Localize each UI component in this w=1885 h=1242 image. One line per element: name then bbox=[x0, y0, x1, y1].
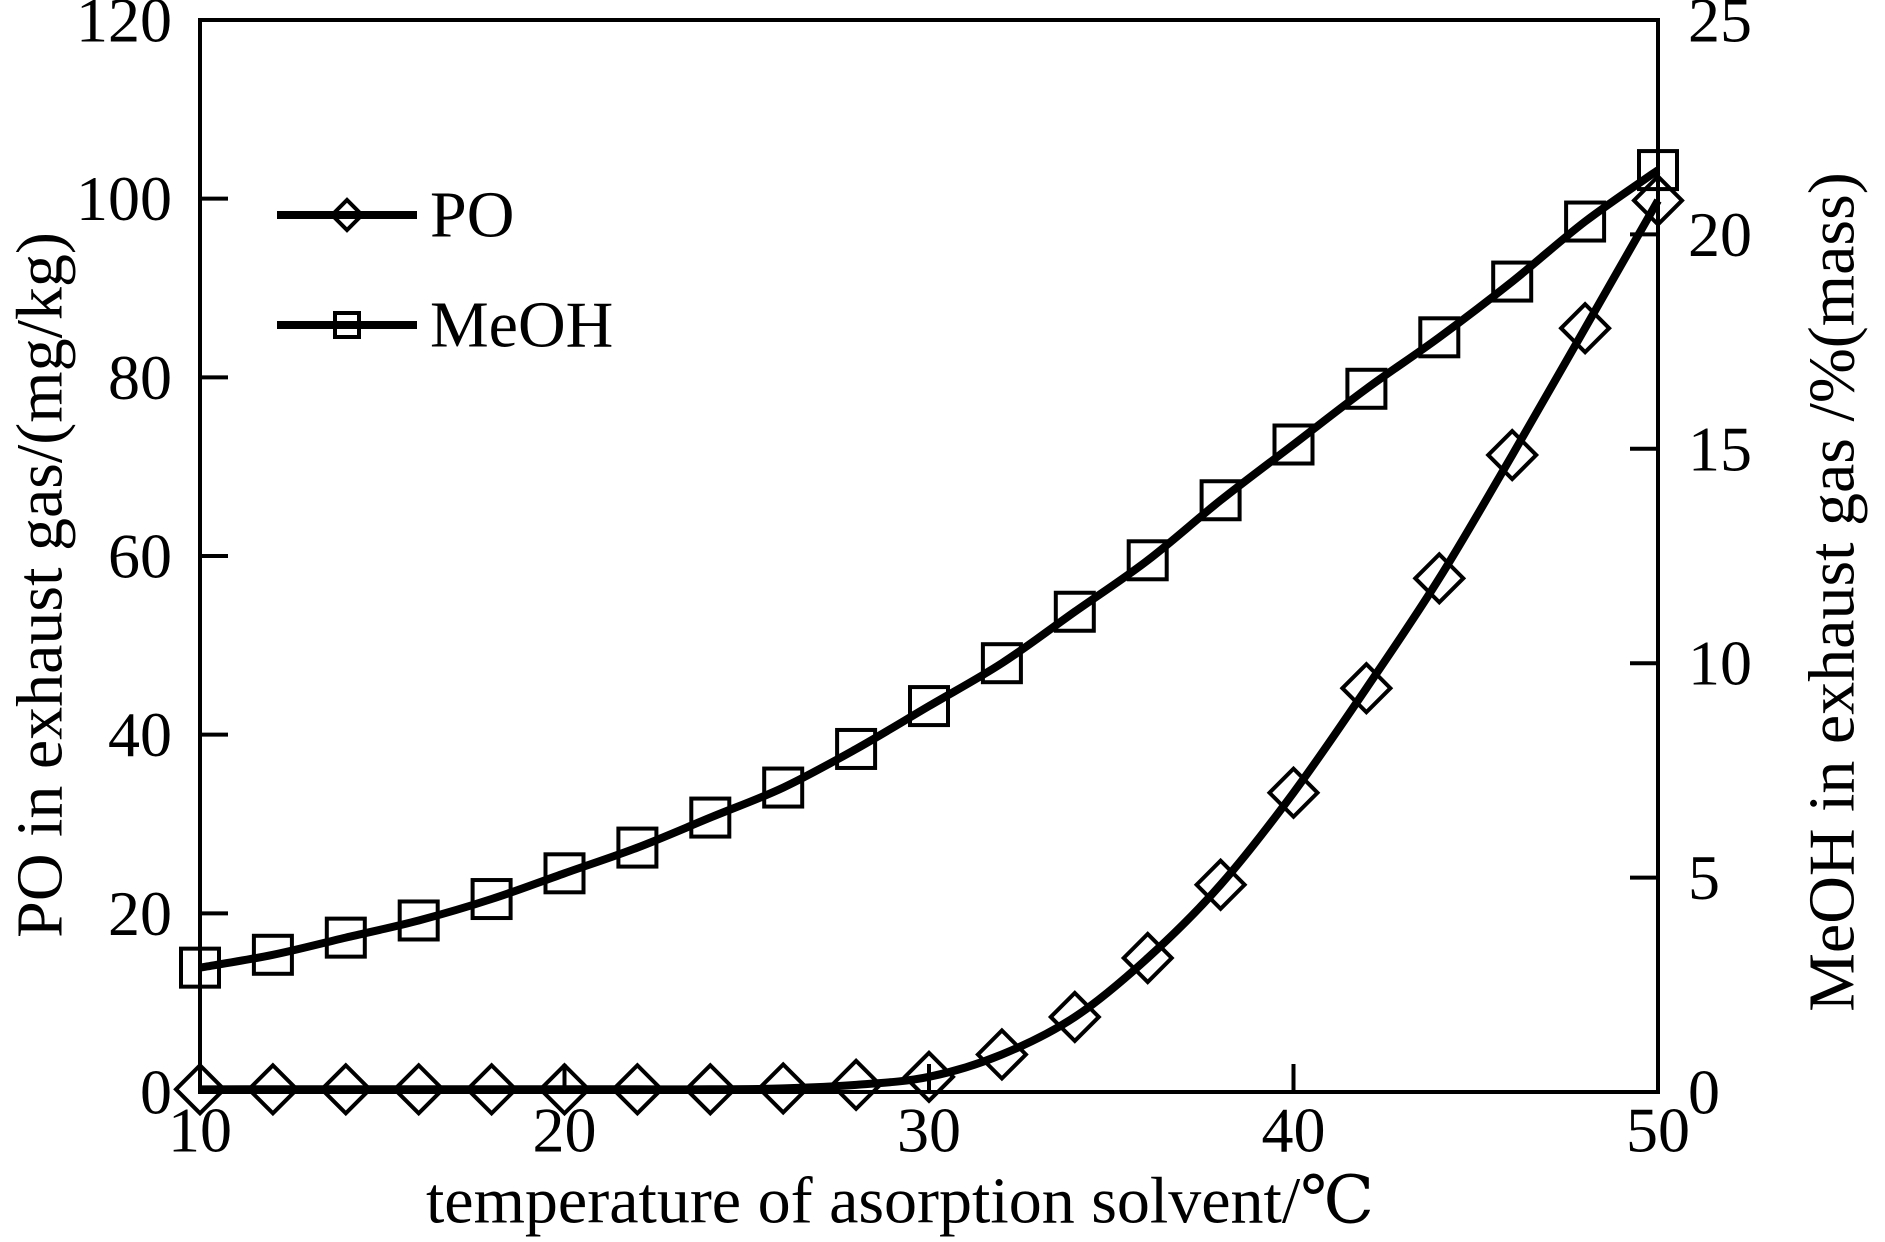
square-marker bbox=[1272, 423, 1315, 466]
square-marker bbox=[762, 766, 805, 809]
diamond-marker bbox=[610, 1062, 665, 1117]
square-marker bbox=[908, 685, 950, 728]
y-right-tick-label: 20 bbox=[1688, 199, 1752, 270]
y-left-tick-label: 80 bbox=[108, 342, 172, 413]
diamond-marker bbox=[683, 1062, 738, 1117]
series-line-po bbox=[199, 198, 1662, 1094]
square-marker bbox=[1491, 260, 1534, 303]
x-tick-label: 40 bbox=[1262, 1095, 1326, 1166]
square-icon bbox=[333, 311, 361, 339]
square-marker bbox=[689, 796, 732, 839]
square-marker bbox=[1564, 200, 1607, 243]
diamond-marker bbox=[1412, 551, 1467, 606]
diamond-marker bbox=[756, 1061, 811, 1116]
diamond-marker bbox=[829, 1058, 883, 1112]
square-marker bbox=[1199, 479, 1242, 522]
diamond-marker bbox=[975, 1027, 1029, 1082]
square-marker bbox=[179, 946, 221, 989]
y-left-tick-label: 20 bbox=[108, 878, 172, 949]
y-left-tick-label: 120 bbox=[76, 0, 172, 56]
square-marker bbox=[835, 727, 878, 770]
series-po bbox=[173, 173, 1685, 1117]
diamond-marker bbox=[1266, 765, 1321, 820]
diamond-marker bbox=[1047, 990, 1102, 1044]
diamond-icon bbox=[329, 197, 365, 233]
series-meoh bbox=[179, 149, 1679, 989]
diamond-marker bbox=[246, 1062, 300, 1117]
y-right-tick-label: 5 bbox=[1688, 842, 1720, 913]
diamond-marker bbox=[1485, 428, 1540, 482]
diamond-marker bbox=[173, 1062, 227, 1117]
plot-border bbox=[198, 18, 1660, 1094]
x-tick-label: 50 bbox=[1626, 1095, 1690, 1166]
y-left-axis-title: PO in exhaust gas/(mg/kg) bbox=[4, 232, 77, 938]
diamond-marker bbox=[1631, 173, 1685, 228]
y-left-tick-label: 100 bbox=[76, 163, 172, 234]
diamond-marker bbox=[391, 1062, 446, 1117]
diamond-marker bbox=[537, 1062, 592, 1117]
legend-item-po: PO bbox=[277, 179, 514, 252]
series-line-meoh bbox=[199, 166, 1661, 972]
square-marker bbox=[543, 852, 586, 895]
x-axis-title: temperature of asorption solvent/℃ bbox=[426, 1164, 1374, 1237]
y-right-tick-label: 25 bbox=[1688, 0, 1752, 56]
diamond-marker bbox=[1193, 857, 1248, 912]
y-right-tick-label: 0 bbox=[1688, 1057, 1720, 1128]
legend-label: PO bbox=[430, 179, 514, 252]
diamond-marker bbox=[464, 1062, 519, 1117]
square-marker bbox=[1053, 590, 1096, 633]
square-marker bbox=[1345, 367, 1388, 410]
legend-label: MeOH bbox=[430, 289, 613, 362]
diamond-marker bbox=[902, 1049, 956, 1104]
square-marker bbox=[616, 826, 659, 869]
diamond-marker bbox=[1558, 301, 1612, 356]
x-tick-label: 30 bbox=[897, 1095, 961, 1166]
square-marker bbox=[397, 899, 440, 942]
y-right-tick-label: 15 bbox=[1688, 413, 1752, 484]
diamond-marker bbox=[318, 1062, 373, 1117]
square-marker bbox=[1418, 316, 1461, 359]
y-right-axis-title: MeOH in exhaust gas /%(mass) bbox=[1796, 172, 1869, 1012]
x-tick-label: 10 bbox=[168, 1095, 232, 1166]
y-left-tick-label: 40 bbox=[108, 699, 172, 770]
square-marker bbox=[1637, 149, 1679, 192]
square-marker bbox=[251, 933, 294, 976]
square-marker bbox=[324, 916, 367, 959]
y-right-tick-label: 10 bbox=[1688, 628, 1752, 699]
x-tick-label: 20 bbox=[533, 1095, 597, 1166]
square-marker bbox=[980, 642, 1023, 685]
y-left-tick-label: 60 bbox=[108, 521, 172, 592]
square-marker bbox=[1126, 539, 1169, 582]
y-left-tick-label: 0 bbox=[140, 1057, 172, 1128]
legend-item-meoh: MeOH bbox=[277, 289, 613, 362]
square-marker bbox=[470, 878, 513, 921]
diamond-marker bbox=[1339, 661, 1394, 716]
diamond-marker bbox=[1120, 931, 1175, 985]
